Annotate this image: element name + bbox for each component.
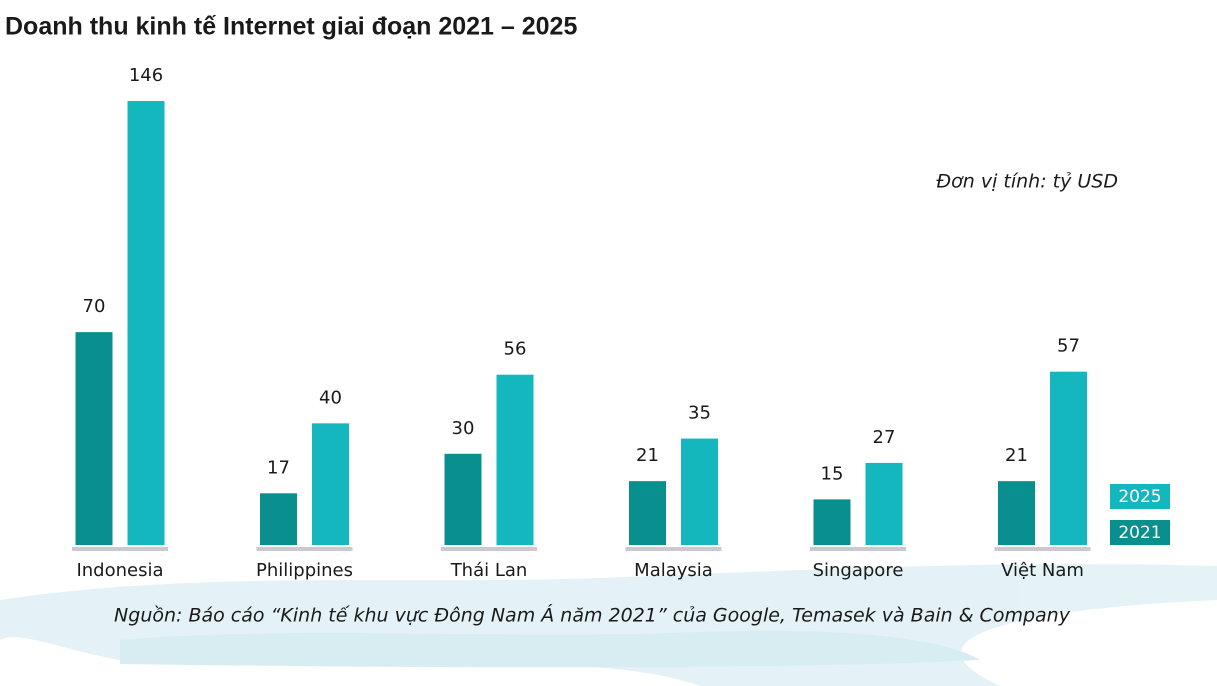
baseline-strip <box>256 547 353 551</box>
value-label: 146 <box>129 65 163 86</box>
bar <box>681 438 718 545</box>
source-note: Nguồn: Báo cáo “Kinh tế khu vực Đông Nam… <box>114 604 1071 627</box>
baseline-strip <box>994 547 1091 551</box>
x-tick-label: Indonesia <box>76 560 163 581</box>
legend-swatch <box>1110 520 1170 545</box>
baseline-strip <box>72 547 168 551</box>
value-label: 57 <box>1057 336 1080 357</box>
value-label: 17 <box>267 457 290 478</box>
value-label: 35 <box>688 403 711 424</box>
baseline-strip <box>625 547 722 551</box>
bar <box>127 101 165 545</box>
value-label: 30 <box>452 418 475 439</box>
baseline-strip <box>441 547 537 551</box>
x-tick-label: Việt Nam <box>1001 560 1084 581</box>
value-label: 21 <box>636 445 659 466</box>
x-tick-label: Philippines <box>256 560 353 581</box>
value-label: 70 <box>83 296 106 317</box>
bar <box>813 499 851 545</box>
value-label: 40 <box>319 387 342 408</box>
bar <box>75 332 113 545</box>
value-label: 15 <box>821 463 844 484</box>
legend-swatch <box>1110 484 1170 509</box>
value-label: 56 <box>504 339 527 360</box>
bar <box>444 453 482 545</box>
x-tick-label: Thái Lan <box>450 560 528 581</box>
legend-label: 2021 <box>1118 523 1161 543</box>
background-wash <box>0 564 1217 686</box>
x-tick-label: Singapore <box>813 560 904 581</box>
value-label: 21 <box>1005 445 1028 466</box>
baseline-strip <box>810 547 906 551</box>
bar <box>865 462 903 545</box>
value-label: 27 <box>873 427 896 448</box>
legend-label: 2025 <box>1118 487 1161 507</box>
x-tick-label: Malaysia <box>634 560 713 581</box>
bar <box>1050 371 1087 545</box>
bar <box>312 423 349 545</box>
bar <box>998 481 1035 545</box>
unit-note: Đơn vị tính: tỷ USD <box>936 171 1118 193</box>
chart-title: Doanh thu kinh tế Internet giai đoạn 202… <box>5 13 577 41</box>
bar <box>629 481 666 545</box>
bar <box>260 493 297 545</box>
bar <box>496 374 534 545</box>
